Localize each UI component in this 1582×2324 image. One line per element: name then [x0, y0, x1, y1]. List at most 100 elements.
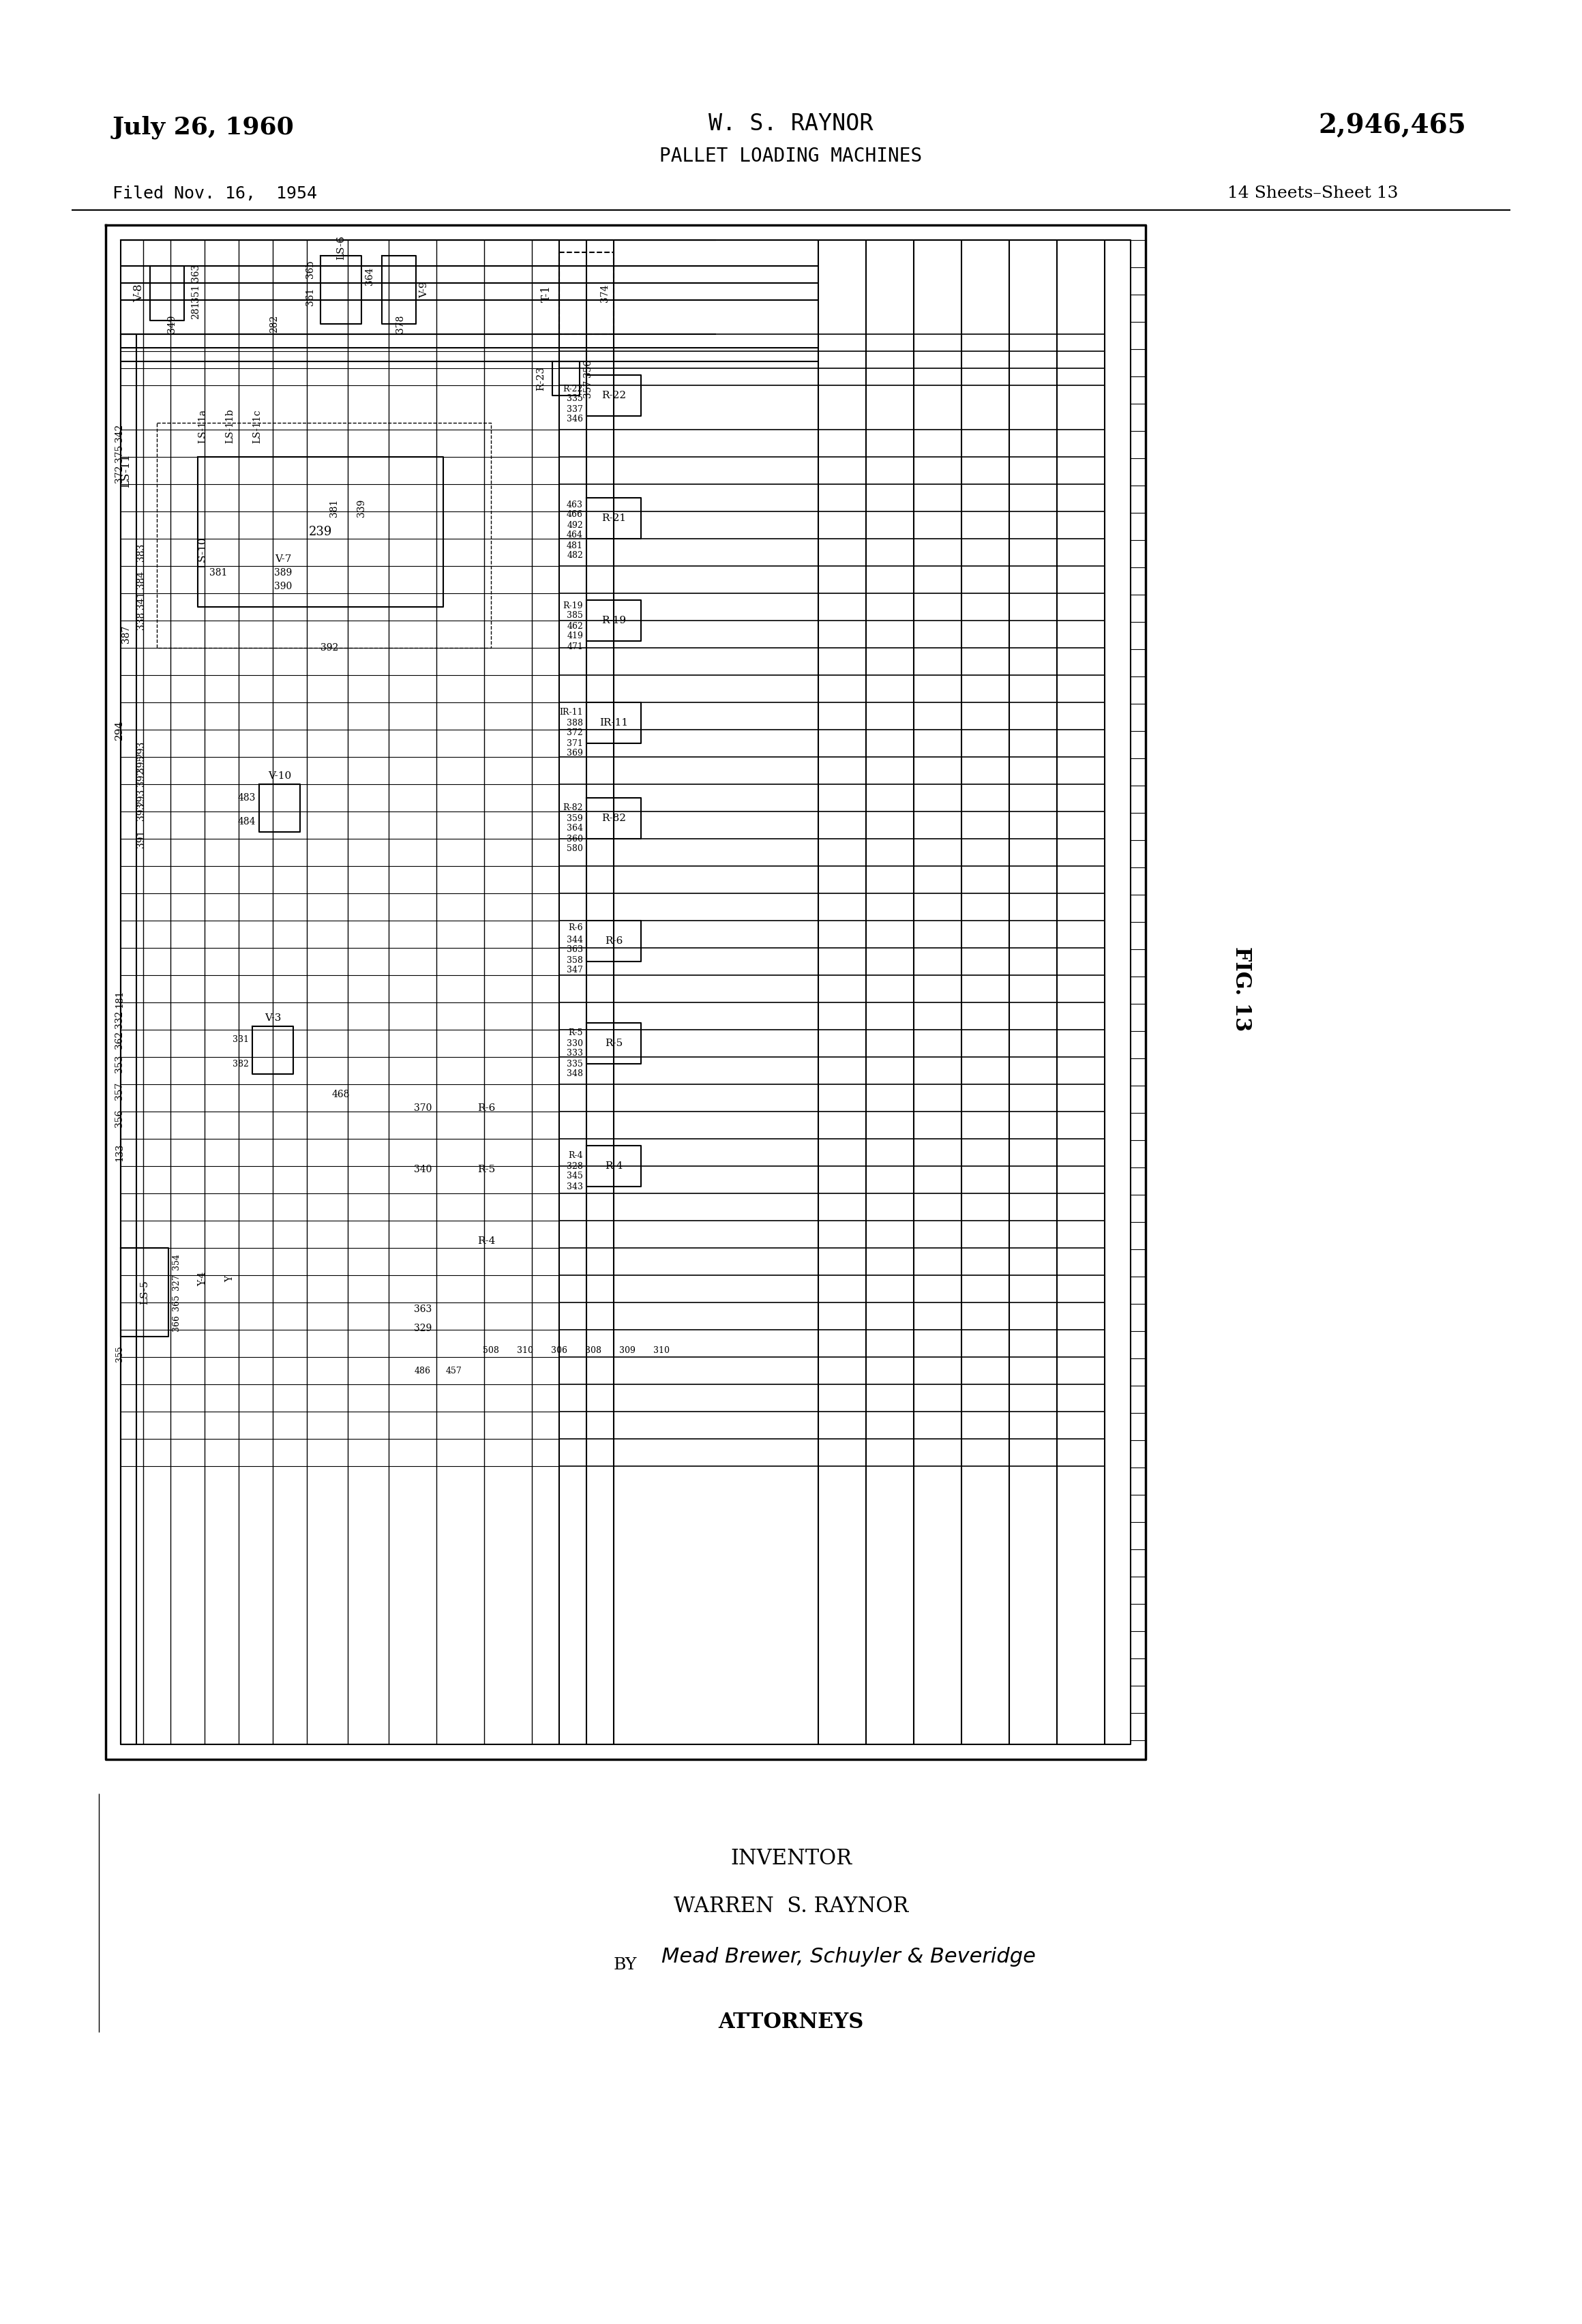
Text: Mead Brewer, Schuyler & Beveridge: Mead Brewer, Schuyler & Beveridge: [661, 1948, 1036, 1966]
Text: 360: 360: [566, 834, 584, 844]
Text: LS-6: LS-6: [335, 235, 346, 260]
Text: 354: 354: [172, 1253, 180, 1269]
Text: 462: 462: [566, 621, 584, 630]
Text: R-6: R-6: [604, 937, 623, 946]
Text: 2,946,465: 2,946,465: [1318, 112, 1467, 139]
Text: INVENTOR: INVENTOR: [731, 1848, 851, 1868]
Text: 369: 369: [566, 748, 584, 758]
Text: 310: 310: [653, 1346, 669, 1355]
Text: 508: 508: [483, 1346, 498, 1355]
Text: 339: 339: [356, 500, 365, 516]
Text: 372: 372: [566, 730, 584, 737]
Text: 294: 294: [114, 720, 123, 739]
Text: Filed Nov. 16,  1954: Filed Nov. 16, 1954: [112, 186, 316, 202]
Text: 349: 349: [168, 316, 177, 332]
Text: R-5: R-5: [568, 1030, 584, 1037]
Text: BY: BY: [614, 1957, 638, 1973]
Text: 457: 457: [446, 1367, 462, 1376]
Text: V-10: V-10: [267, 772, 291, 781]
Text: 492: 492: [566, 521, 584, 530]
Text: 483: 483: [237, 792, 256, 802]
Text: 371: 371: [566, 739, 584, 748]
Text: 181: 181: [114, 990, 123, 1009]
Text: LS-11: LS-11: [120, 453, 131, 488]
Text: LS-5: LS-5: [139, 1281, 149, 1304]
Text: 335: 335: [566, 395, 584, 404]
Text: R-4: R-4: [478, 1236, 495, 1246]
Text: 384: 384: [136, 572, 146, 588]
Text: 468: 468: [332, 1090, 350, 1099]
Text: 351: 351: [191, 284, 201, 302]
Text: LS-11b: LS-11b: [225, 409, 234, 444]
Text: 419: 419: [566, 632, 584, 641]
Text: 293: 293: [136, 788, 146, 806]
Text: R-82: R-82: [601, 813, 626, 823]
Text: 337: 337: [566, 404, 584, 414]
Text: 362: 362: [114, 1032, 123, 1048]
Text: 372: 372: [114, 465, 123, 483]
Text: 365: 365: [172, 1294, 180, 1311]
Text: 306: 306: [551, 1346, 568, 1355]
Text: 363: 363: [566, 946, 584, 955]
Text: LS-11a: LS-11a: [198, 409, 207, 444]
Text: July 26, 1960: July 26, 1960: [112, 116, 294, 139]
Text: 392: 392: [136, 769, 146, 786]
Text: 333: 333: [566, 1048, 584, 1057]
Text: 381: 381: [329, 500, 339, 516]
Text: 331: 331: [233, 1037, 248, 1043]
Text: 471: 471: [566, 641, 584, 651]
Text: 482: 482: [566, 551, 584, 560]
Text: Y-4: Y-4: [198, 1271, 207, 1285]
Text: 327: 327: [172, 1274, 180, 1290]
Text: R-22: R-22: [563, 383, 584, 393]
Text: 356: 356: [114, 1109, 123, 1127]
Text: 357: 357: [584, 379, 593, 397]
Text: 329: 329: [414, 1325, 432, 1334]
Text: 328: 328: [566, 1162, 584, 1171]
Text: 344: 344: [566, 934, 584, 944]
Text: R-4: R-4: [604, 1162, 623, 1171]
Text: 388: 388: [566, 718, 584, 727]
Text: 330: 330: [566, 1039, 584, 1048]
Text: 375: 375: [114, 444, 123, 462]
Text: 382: 382: [233, 1060, 248, 1069]
Text: 364: 364: [365, 267, 375, 286]
Text: V-8: V-8: [133, 284, 144, 302]
Text: R-6: R-6: [568, 923, 584, 932]
Text: R-19: R-19: [563, 602, 584, 609]
Text: 346: 346: [566, 416, 584, 423]
Text: 363: 363: [414, 1304, 432, 1313]
Text: 281: 281: [191, 302, 201, 318]
Text: 353: 353: [114, 1055, 123, 1074]
Text: 359: 359: [566, 813, 584, 823]
Text: 335: 335: [566, 1060, 584, 1069]
Text: R-21: R-21: [601, 514, 626, 523]
Text: R-22: R-22: [601, 390, 626, 400]
Text: 308: 308: [585, 1346, 601, 1355]
Text: R-5: R-5: [604, 1039, 623, 1048]
Text: WARREN  S. RAYNOR: WARREN S. RAYNOR: [674, 1896, 908, 1917]
Text: R-19: R-19: [601, 616, 626, 625]
Text: Y: Y: [225, 1276, 234, 1283]
Text: R-5: R-5: [478, 1164, 495, 1174]
Text: 133: 133: [114, 1143, 123, 1162]
Text: 282: 282: [269, 316, 278, 332]
Text: 385: 385: [566, 611, 584, 621]
Text: 343: 343: [566, 1183, 584, 1190]
Text: IR-11: IR-11: [560, 709, 584, 718]
Text: 378: 378: [395, 316, 405, 332]
Text: 392: 392: [321, 644, 339, 653]
Text: ATTORNEYS: ATTORNEYS: [718, 2013, 864, 2034]
Text: 332: 332: [114, 1011, 123, 1030]
Text: 293: 293: [136, 741, 146, 760]
Text: 345: 345: [566, 1171, 584, 1181]
Text: 342: 342: [114, 423, 123, 442]
Text: 381: 381: [209, 567, 228, 579]
Text: 363: 363: [191, 265, 201, 281]
Text: 383: 383: [136, 544, 146, 562]
Text: V-3: V-3: [264, 1013, 282, 1023]
Text: 481: 481: [566, 541, 584, 551]
Text: R-4: R-4: [568, 1150, 584, 1160]
Text: 390: 390: [274, 581, 293, 590]
Text: 341: 341: [136, 590, 146, 609]
